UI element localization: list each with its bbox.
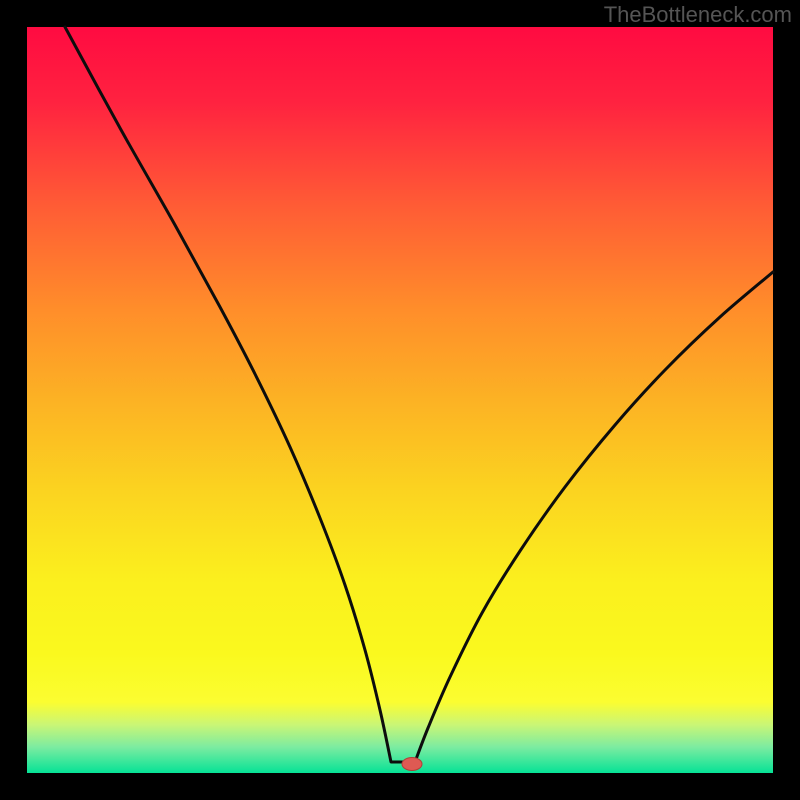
plot-background xyxy=(27,27,773,773)
bottleneck-chart xyxy=(0,0,800,800)
chart-stage: TheBottleneck.com xyxy=(0,0,800,800)
optimal-marker xyxy=(402,758,422,771)
